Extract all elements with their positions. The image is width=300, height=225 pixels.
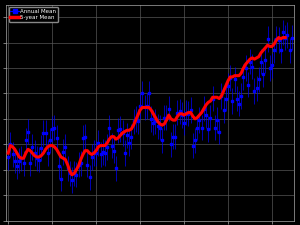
Legend: Annual Mean, 5-year Mean: Annual Mean, 5-year Mean: [9, 7, 58, 22]
